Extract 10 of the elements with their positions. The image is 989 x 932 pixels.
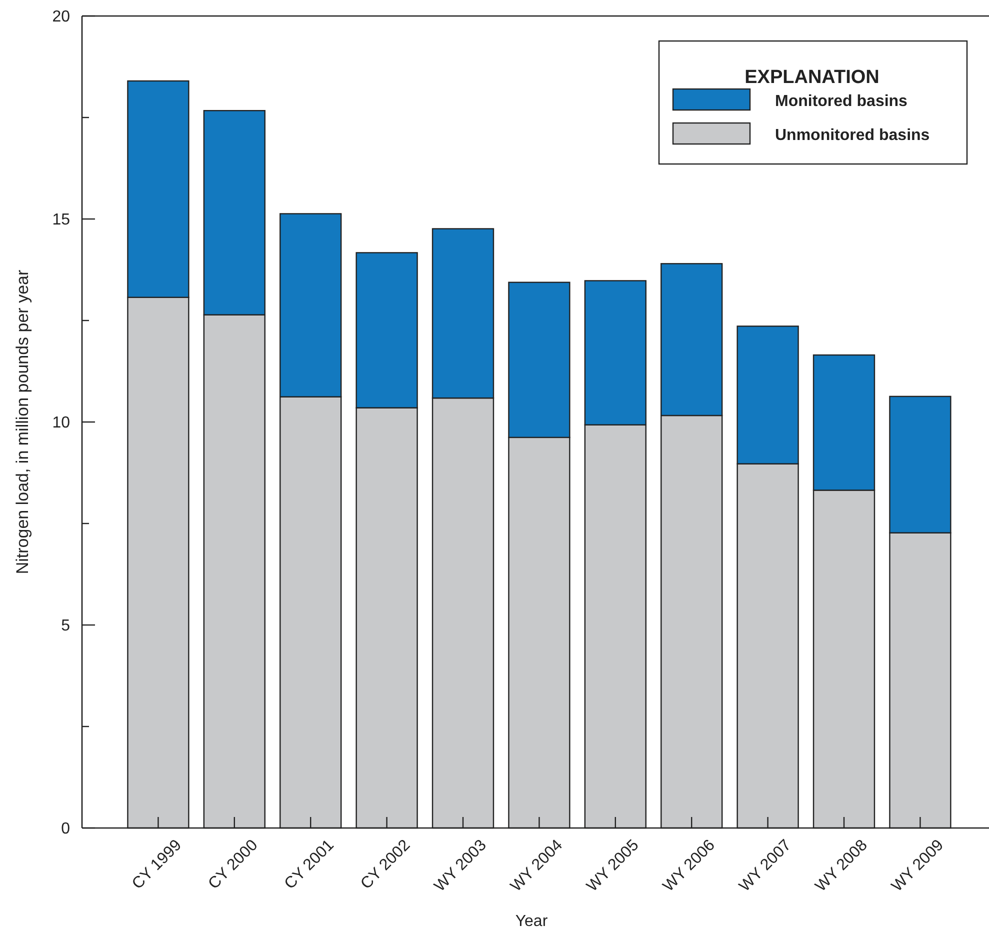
legend-label: Monitored basins <box>775 93 908 110</box>
legend-label: Unmonitored basins <box>775 127 930 144</box>
y-tick-label: 0 <box>61 820 70 838</box>
y-axis-title: Nitrogen load, in million pounds per year <box>13 270 32 574</box>
x-axis-title: Year <box>515 913 548 930</box>
legend-title: EXPLANATION <box>744 67 880 88</box>
y-tick-label: 10 <box>52 414 70 432</box>
y-tick-label: 15 <box>52 212 70 229</box>
y-tick-label: 5 <box>61 618 70 635</box>
y-tick-label: 20 <box>52 8 70 26</box>
